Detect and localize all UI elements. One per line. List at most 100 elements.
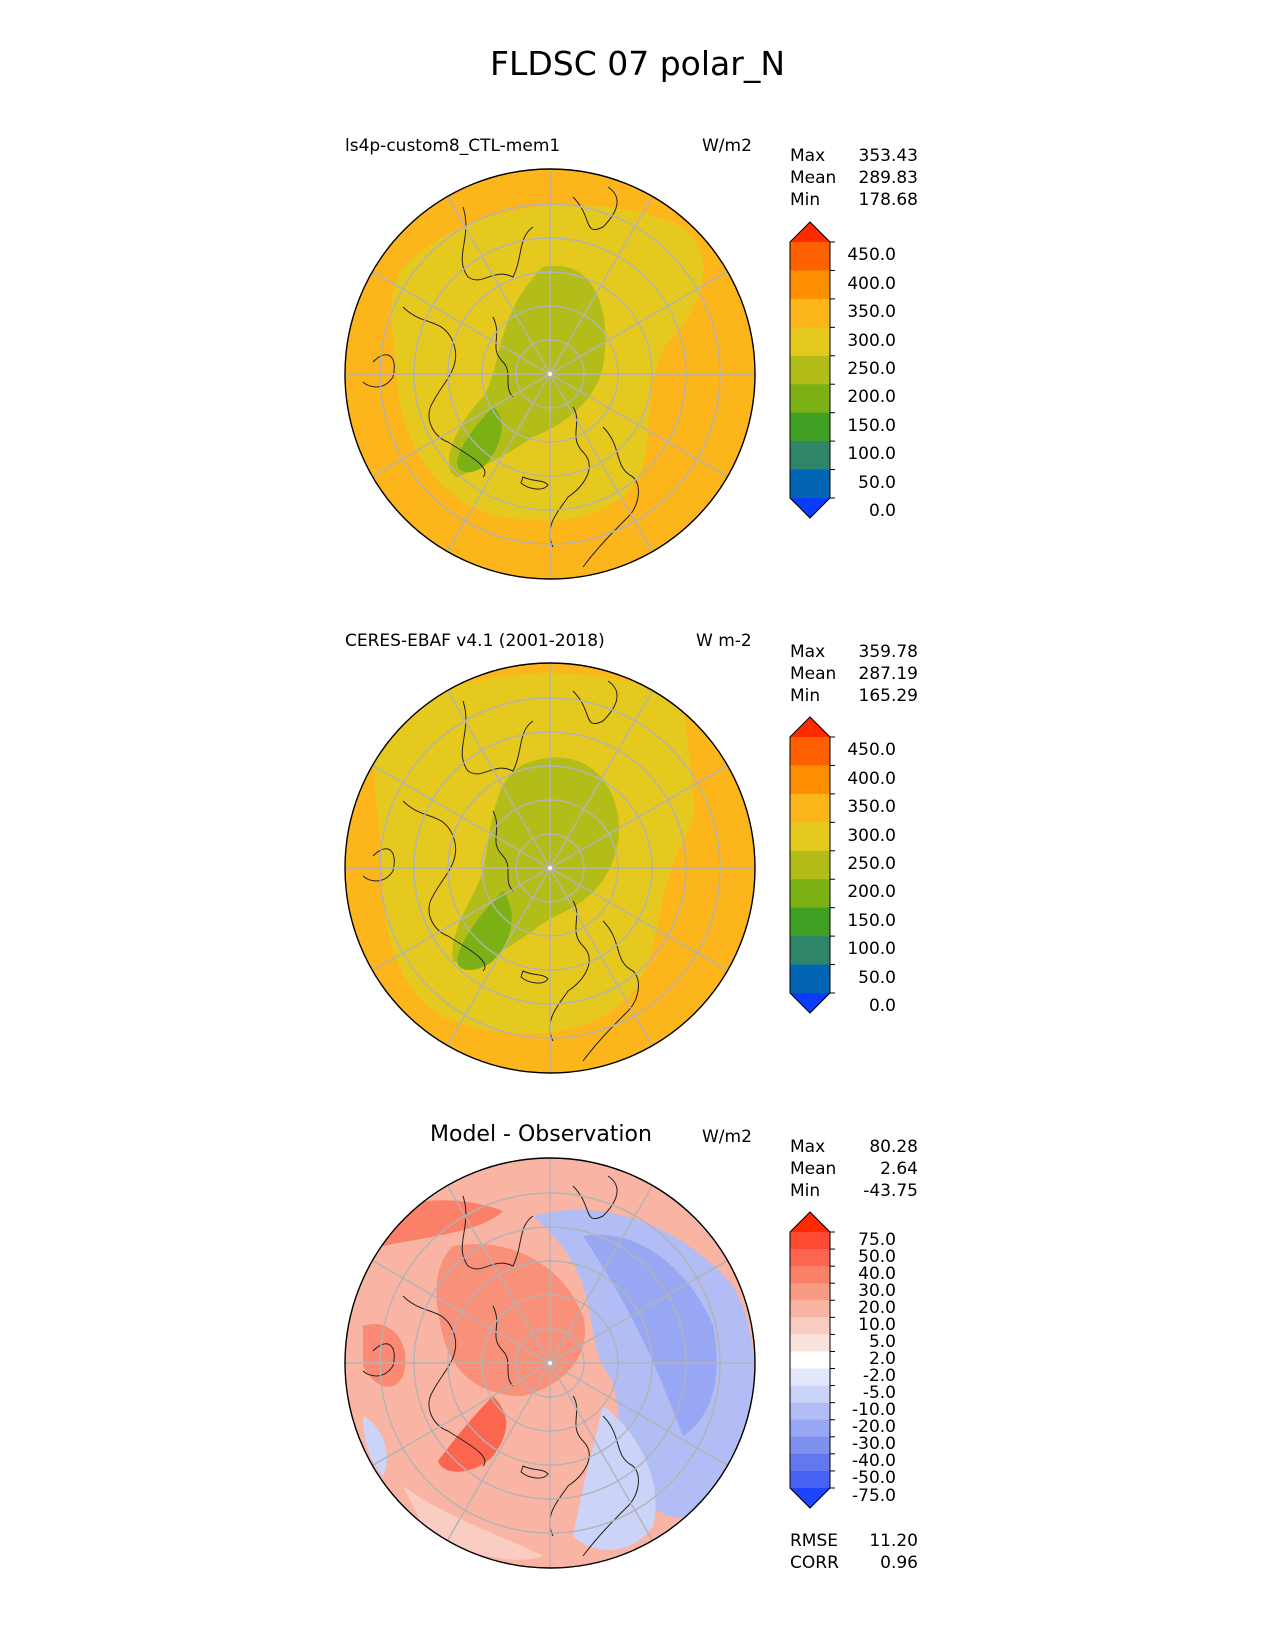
panel3-colorbar: [789, 1211, 835, 1509]
colorbar-tick-label: 450.0: [847, 740, 896, 761]
panel1-model-label: ls4p-custom8_CTL-mem1: [345, 136, 561, 156]
corr-label: CORR: [790, 1553, 839, 1573]
max-label: Max: [790, 146, 826, 166]
panel1-polar-map: [344, 168, 756, 580]
pole-marker: [548, 866, 552, 870]
pole-marker: [548, 372, 552, 376]
panel2-stats: Max 359.78 Mean 287.19 Min 165.29: [790, 641, 918, 707]
colorbar-segment: [790, 907, 830, 937]
colorbar-segment: [790, 1368, 830, 1387]
panel3-difference-map: [344, 1157, 756, 1569]
colorbar-tick-label: -40.0: [852, 1451, 896, 1472]
panel2-colorbar: [789, 716, 835, 1014]
colorbar-tick-label: -2.0: [862, 1366, 896, 1387]
colorbar-tick-label: -20.0: [852, 1417, 896, 1438]
colorbar-segment: [790, 384, 830, 414]
max-value: 359.78: [858, 642, 918, 662]
panel2-obs-label: CERES-EBAF v4.1 (2001-2018): [345, 631, 605, 651]
colorbar-tick-label: -50.0: [852, 1468, 896, 1489]
colorbar-tick-label: 450.0: [847, 245, 896, 266]
colorbar-bottom-extension: [790, 1488, 830, 1508]
coastlines: [362, 680, 639, 1062]
colorbar-tick-label: -10.0: [852, 1400, 896, 1421]
rmse-label: RMSE: [790, 1531, 839, 1551]
colorbar-segment: [790, 298, 830, 328]
colorbar-segment: [790, 879, 830, 909]
colorbar-top-extension: [790, 717, 830, 737]
colorbar-segment: [790, 1470, 830, 1489]
colorbar-tick-label: 200.0: [847, 882, 896, 903]
colorbar-segment: [790, 242, 830, 271]
colorbar-segment: [790, 1351, 830, 1370]
pole-marker: [548, 1361, 552, 1365]
colorbar-segment: [790, 822, 830, 852]
colorbar-segment: [790, 1436, 830, 1455]
mean-value: 287.19: [858, 664, 918, 684]
colorbar-segment: [790, 1266, 830, 1284]
colorbar-segment: [790, 1232, 830, 1250]
colorbar-segment: [790, 765, 830, 795]
panel3-units-label: W/m2: [702, 1127, 752, 1147]
map-border: [344, 662, 756, 1074]
colorbar-segment: [790, 469, 830, 499]
colorbar-tick-label: 400.0: [847, 273, 896, 294]
min-label: Min: [790, 686, 821, 706]
colorbar-tick-label: 40.0: [858, 1263, 896, 1284]
mean-value: 2.64: [880, 1159, 918, 1179]
colorbar-segment: [790, 850, 830, 880]
negative-bias-region: [533, 1209, 755, 1518]
map-border: [344, 168, 756, 580]
greenland-positive-bias: [438, 1396, 507, 1472]
colorbar-tick-label: 50.0: [858, 472, 896, 493]
mean-label: Mean: [790, 664, 837, 684]
colorbar-tick-label: 100.0: [847, 939, 896, 960]
colorbar-segment: [790, 737, 830, 766]
max-label: Max: [790, 1137, 826, 1157]
colorbar-segment: [790, 412, 830, 442]
colorbar-segment: [790, 1385, 830, 1404]
colorbar-bottom-extension: [790, 498, 830, 518]
mean-label: Mean: [790, 1159, 837, 1179]
colorbar-segment: [790, 270, 830, 300]
max-label: Max: [790, 642, 826, 662]
colorbar-segment: [790, 936, 830, 966]
colorbar-tick-label: -5.0: [862, 1383, 896, 1404]
panel1-units-label: W/m2: [702, 136, 752, 156]
colorbar-segment: [790, 355, 830, 385]
corr-value: 0.96: [880, 1553, 918, 1573]
colorbar-tick-label: 150.0: [847, 415, 896, 436]
colorbar-segment: [790, 441, 830, 471]
colorbar-segment: [790, 1419, 830, 1438]
colorbar-tick-label: 0.0: [868, 996, 896, 1017]
colorbar-tick-label: 50.0: [858, 967, 896, 988]
colorbar-segment: [790, 793, 830, 823]
panel3-summary-stats: RMSE 11.20 CORR 0.96: [790, 1530, 918, 1574]
map-border: [344, 1157, 756, 1569]
rmse-value: 11.20: [869, 1531, 918, 1551]
colorbar-segment: [790, 1300, 830, 1318]
colorbar-bottom-extension: [790, 993, 830, 1013]
colorbar-segment: [790, 1334, 830, 1352]
colorbar-tick-label: 350.0: [847, 302, 896, 323]
colorbar-top-extension: [790, 222, 830, 242]
greenland-region: [457, 407, 502, 473]
coastlines: [362, 186, 639, 568]
colorbar-tick-label: 50.0: [858, 1246, 896, 1267]
colorbar-tick-label: -75.0: [852, 1485, 896, 1506]
panel3-title: Model - Observation: [430, 1122, 652, 1147]
panel2-units-label: W m-2: [696, 631, 752, 651]
max-value: 80.28: [869, 1137, 918, 1157]
colorbar-tick-label: 150.0: [847, 910, 896, 931]
mean-value: 289.83: [858, 168, 918, 188]
colorbar-tick-label: 30.0: [858, 1280, 896, 1301]
min-value: 178.68: [858, 190, 918, 210]
figure-title: FLDSC 07 polar_N: [489, 44, 786, 83]
max-value: 353.43: [858, 146, 918, 166]
colorbar-tick-label: 350.0: [847, 797, 896, 818]
colorbar-tick-label: 100.0: [847, 444, 896, 465]
colorbar-segment: [790, 1453, 830, 1472]
panel2-polar-map: [344, 662, 756, 1074]
min-label: Min: [790, 190, 821, 210]
panel3-stats: Max 80.28 Mean 2.64 Min -43.75: [790, 1136, 918, 1202]
colorbar-tick-label: 20.0: [858, 1297, 896, 1318]
